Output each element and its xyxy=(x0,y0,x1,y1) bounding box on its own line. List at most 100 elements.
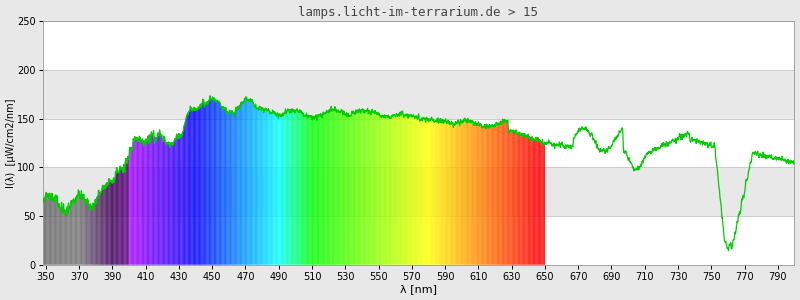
Polygon shape xyxy=(245,98,246,265)
Polygon shape xyxy=(178,136,179,265)
Polygon shape xyxy=(255,105,256,265)
Polygon shape xyxy=(149,137,150,265)
Polygon shape xyxy=(332,110,333,265)
Polygon shape xyxy=(87,201,88,265)
Polygon shape xyxy=(438,120,439,265)
Polygon shape xyxy=(221,106,222,265)
Polygon shape xyxy=(450,123,451,265)
Polygon shape xyxy=(401,113,402,265)
Polygon shape xyxy=(129,147,130,265)
Polygon shape xyxy=(374,112,375,265)
Polygon shape xyxy=(88,201,89,265)
Polygon shape xyxy=(92,203,93,265)
Polygon shape xyxy=(280,115,281,265)
Polygon shape xyxy=(244,98,245,265)
Polygon shape xyxy=(296,110,297,265)
Polygon shape xyxy=(541,142,542,265)
Polygon shape xyxy=(106,182,107,265)
Polygon shape xyxy=(445,119,446,265)
Polygon shape xyxy=(463,119,464,265)
Polygon shape xyxy=(80,195,81,265)
Polygon shape xyxy=(120,168,122,265)
Polygon shape xyxy=(78,191,79,265)
Polygon shape xyxy=(430,118,431,265)
Polygon shape xyxy=(298,110,299,265)
Polygon shape xyxy=(335,110,337,265)
Polygon shape xyxy=(507,121,508,265)
Polygon shape xyxy=(327,112,328,265)
Polygon shape xyxy=(73,199,74,265)
Polygon shape xyxy=(347,114,348,265)
Polygon shape xyxy=(469,120,470,265)
Polygon shape xyxy=(452,124,453,265)
Polygon shape xyxy=(346,113,347,265)
Polygon shape xyxy=(236,110,237,265)
Polygon shape xyxy=(493,125,494,265)
Polygon shape xyxy=(371,110,373,265)
Polygon shape xyxy=(109,180,110,265)
Polygon shape xyxy=(499,123,500,265)
Polygon shape xyxy=(224,108,225,265)
Polygon shape xyxy=(313,116,314,265)
Polygon shape xyxy=(138,139,139,265)
Polygon shape xyxy=(419,119,420,265)
Polygon shape xyxy=(58,203,59,265)
Polygon shape xyxy=(220,103,221,265)
Polygon shape xyxy=(543,144,544,265)
Polygon shape xyxy=(482,126,483,265)
Polygon shape xyxy=(397,115,398,265)
Polygon shape xyxy=(84,199,86,265)
Polygon shape xyxy=(176,134,177,265)
Polygon shape xyxy=(257,108,258,265)
Polygon shape xyxy=(239,106,240,265)
Polygon shape xyxy=(481,124,482,265)
Polygon shape xyxy=(525,134,526,265)
Polygon shape xyxy=(523,134,524,265)
Polygon shape xyxy=(417,116,418,265)
Polygon shape xyxy=(81,195,82,265)
Polygon shape xyxy=(295,110,296,265)
Polygon shape xyxy=(416,116,417,265)
Polygon shape xyxy=(390,118,391,265)
Polygon shape xyxy=(483,126,484,265)
Polygon shape xyxy=(429,119,430,265)
Polygon shape xyxy=(474,122,475,265)
Polygon shape xyxy=(358,110,359,265)
Polygon shape xyxy=(319,115,320,265)
Polygon shape xyxy=(535,137,536,265)
Polygon shape xyxy=(479,124,481,265)
Polygon shape xyxy=(428,120,429,265)
Polygon shape xyxy=(258,106,259,265)
Polygon shape xyxy=(275,115,276,265)
Polygon shape xyxy=(256,108,257,265)
Polygon shape xyxy=(186,113,187,265)
Polygon shape xyxy=(283,114,284,265)
Polygon shape xyxy=(344,112,345,265)
Polygon shape xyxy=(91,205,92,265)
Polygon shape xyxy=(293,110,294,265)
Polygon shape xyxy=(542,139,543,265)
Polygon shape xyxy=(65,211,66,265)
Polygon shape xyxy=(253,103,254,265)
Polygon shape xyxy=(101,188,102,265)
Polygon shape xyxy=(218,102,219,265)
Polygon shape xyxy=(156,137,158,265)
Polygon shape xyxy=(292,109,293,265)
Polygon shape xyxy=(363,111,364,265)
Polygon shape xyxy=(50,198,51,265)
Polygon shape xyxy=(384,115,385,265)
Polygon shape xyxy=(303,113,304,265)
Polygon shape xyxy=(364,111,365,265)
Polygon shape xyxy=(415,116,416,265)
Polygon shape xyxy=(337,110,338,265)
Polygon shape xyxy=(159,132,160,265)
Polygon shape xyxy=(324,113,325,265)
Polygon shape xyxy=(448,121,449,265)
Polygon shape xyxy=(498,123,499,265)
Polygon shape xyxy=(318,115,319,265)
Polygon shape xyxy=(265,109,266,265)
Polygon shape xyxy=(356,110,357,265)
Polygon shape xyxy=(379,114,380,265)
Polygon shape xyxy=(449,123,450,265)
Polygon shape xyxy=(494,124,495,265)
